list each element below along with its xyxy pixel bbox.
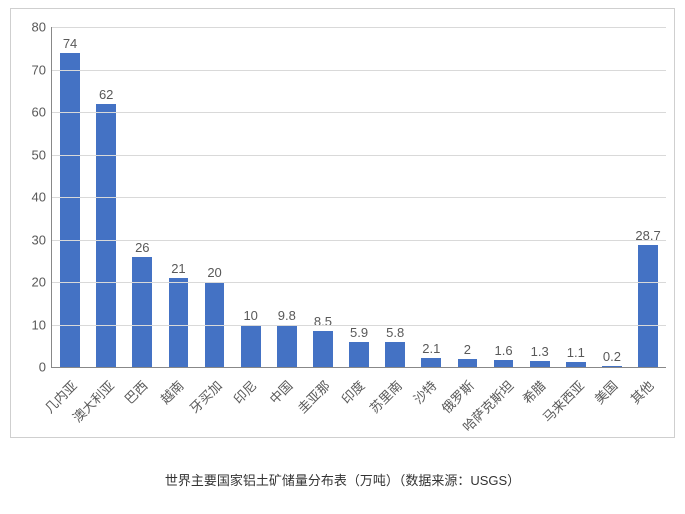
bar: 62 [96, 104, 116, 368]
bar-value-label: 5.8 [386, 325, 404, 342]
x-tick-label: 马来西亚 [538, 376, 588, 426]
x-tick-label: 美国 [589, 376, 621, 408]
bar: 74 [60, 53, 80, 368]
y-tick-label: 0 [39, 360, 52, 375]
bar: 5.9 [349, 342, 369, 367]
y-tick-label: 20 [32, 275, 52, 290]
bar-value-label: 1.6 [495, 343, 513, 360]
gridline [52, 325, 666, 326]
y-tick-label: 40 [32, 190, 52, 205]
chart-container: 7462262120109.88.55.95.82.121.61.31.10.2… [10, 8, 675, 438]
bar-value-label: 1.1 [567, 345, 585, 362]
bar: 1.3 [530, 361, 550, 367]
x-tick-label: 希腊 [517, 376, 549, 408]
bar: 26 [132, 257, 152, 368]
bar: 21 [169, 278, 189, 367]
bar: 5.8 [385, 342, 405, 367]
bar: 0.2 [602, 366, 622, 367]
bar-value-label: 2.1 [422, 341, 440, 358]
x-tick-label: 圭亚那 [293, 376, 334, 417]
bar-value-label: 1.3 [531, 344, 549, 361]
plot-area: 7462262120109.88.55.95.82.121.61.31.10.2… [51, 27, 666, 368]
gridline [52, 197, 666, 198]
bar-value-label: 62 [99, 87, 113, 104]
y-tick-label: 10 [32, 317, 52, 332]
bar-value-label: 26 [135, 240, 149, 257]
x-tick-label: 苏里南 [365, 376, 406, 417]
bar-value-label: 10 [243, 308, 257, 325]
x-tick-label: 其他 [626, 376, 658, 408]
bar-value-label: 28.7 [635, 228, 660, 245]
bar-value-label: 8.5 [314, 314, 332, 331]
bar-value-label: 2 [464, 342, 471, 359]
caption-text: 世界主要国家铝土矿储量分布表（万吨）（数据来源：USGS） [165, 473, 520, 488]
bar-value-label: 74 [63, 36, 77, 53]
bar: 9.8 [277, 325, 297, 367]
gridline [52, 240, 666, 241]
x-tick-label: 牙买加 [184, 376, 225, 417]
x-tick-label: 越南 [156, 376, 188, 408]
gridline [52, 70, 666, 71]
bar-value-label: 21 [171, 261, 185, 278]
bar: 10 [241, 325, 261, 368]
gridline [52, 282, 666, 283]
bar: 28.7 [638, 245, 658, 367]
bar: 2 [458, 359, 478, 368]
y-tick-label: 80 [32, 20, 52, 35]
bar-value-label: 20 [207, 265, 221, 282]
y-tick-label: 50 [32, 147, 52, 162]
chart-caption: 世界主要国家铝土矿储量分布表（万吨）（数据来源：USGS） [0, 470, 685, 489]
bar-value-label: 9.8 [278, 308, 296, 325]
bar: 8.5 [313, 331, 333, 367]
bar-value-label: 0.2 [603, 349, 621, 366]
x-tick-label: 巴西 [120, 376, 152, 408]
bar: 1.1 [566, 362, 586, 367]
x-tick-label: 印尼 [228, 376, 260, 408]
bar: 2.1 [421, 358, 441, 367]
gridline [52, 155, 666, 156]
y-tick-label: 60 [32, 105, 52, 120]
gridline [52, 27, 666, 28]
y-tick-label: 30 [32, 232, 52, 247]
gridline [52, 112, 666, 113]
y-tick-label: 70 [32, 62, 52, 77]
bar: 1.6 [494, 360, 514, 367]
bar-value-label: 5.9 [350, 325, 368, 342]
